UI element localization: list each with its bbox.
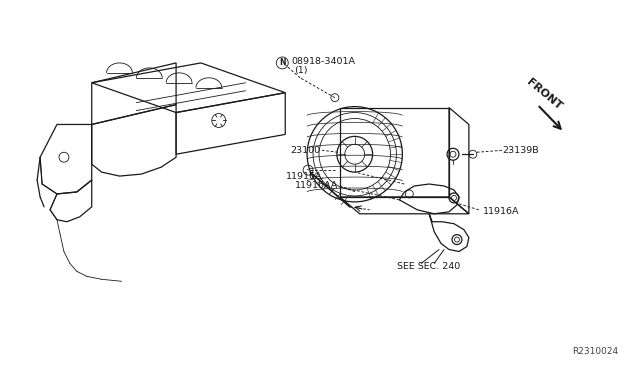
Text: 11916AA: 11916AA	[294, 182, 338, 190]
Text: 08918-3401A: 08918-3401A	[291, 57, 355, 67]
Text: 23100: 23100	[290, 146, 320, 155]
Text: N: N	[279, 58, 285, 67]
Text: FRONT: FRONT	[524, 77, 563, 112]
Text: (1): (1)	[294, 66, 308, 76]
Text: 11916A: 11916A	[483, 207, 519, 216]
Text: 23139B: 23139B	[502, 146, 540, 155]
Text: 11916A: 11916A	[285, 171, 322, 180]
Text: R2310024: R2310024	[572, 347, 618, 356]
Text: SEE SEC. 240: SEE SEC. 240	[397, 262, 461, 271]
